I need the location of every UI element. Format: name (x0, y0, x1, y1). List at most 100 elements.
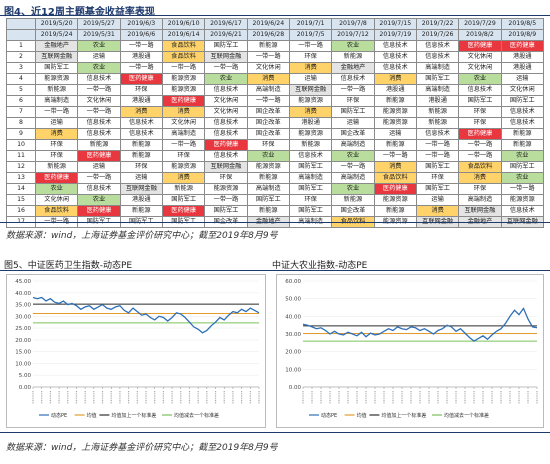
theme-cell: 国企改革 (246, 117, 290, 129)
theme-cell: 新能源 (500, 128, 545, 140)
header-date: 2019/6/10 (161, 18, 206, 30)
theme-cell: 能源资源 (204, 183, 248, 195)
table-row: 12 新能源 运输 环保 能源资源 互联网金融 能源资源 国防军工 一带一路 消费 国防军工 食品饮料… (6, 161, 545, 173)
rank-cell: 6 (6, 95, 36, 107)
theme-cell: 国防军工 (415, 161, 460, 173)
theme-cell: 医药健康 (373, 183, 417, 195)
rank-cell: 14 (6, 183, 36, 195)
legend-label: 均值减去一个标准差 (174, 412, 219, 419)
table-row: 4 能源资源 信息技术 医药健康 能源资源 农业 消费 运输 信息技术 消费 国防军工 农业 运输 (6, 73, 545, 85)
header-date: 2019/6/17 (204, 18, 248, 30)
theme-cell: 文化休闲 (458, 62, 502, 74)
table-row: 9 消费 信息技术 信息技术 高端制造 信息技术 国企改革 能源资源 国企改革 运输 信息技术 医药健… (6, 128, 545, 140)
theme-cell: 一带一路 (288, 40, 333, 52)
theme-cell: 农业 (246, 150, 290, 162)
theme-cell: 国防军工 (288, 161, 333, 173)
y-tick-label: 15.00 (15, 350, 31, 356)
theme-cell: 环保 (34, 150, 79, 162)
theme-cell: 新能源 (373, 205, 417, 217)
theme-cell: 农业 (500, 150, 545, 162)
theme-cell: 高端制造 (34, 95, 79, 107)
theme-cell: 能源资源 (161, 73, 206, 85)
theme-cell: 能源资源 (161, 84, 206, 96)
rank-cell: 16 (6, 205, 36, 217)
theme-cell: 农业 (331, 40, 375, 52)
theme-cell: 消费 (161, 106, 206, 118)
y-tick-label: 10.00 (285, 367, 301, 373)
header-date: 2019/8/5 (500, 18, 545, 30)
theme-cell: 消费 (373, 73, 417, 85)
theme-cell: 一带一路 (458, 139, 502, 151)
legend-label: 均值加上一个标准差 (111, 412, 156, 419)
theme-cell: 港股通 (500, 62, 545, 74)
header-date: 2019/5/24 (34, 29, 79, 41)
table-row: 11 环保 医药健康 新能源 环保 信息技术 农业 信息技术 农业 一带一路 一带一路 一带一路 农业 (6, 150, 545, 162)
theme-cell: 能源资源 (500, 194, 545, 206)
rank-cell: 3 (6, 62, 36, 74)
theme-cell: 文化休闲 (458, 51, 502, 63)
theme-cell: 一带一路 (161, 139, 206, 151)
y-tick-label: 40.00 (285, 314, 301, 320)
theme-cell: 农业 (331, 150, 375, 162)
theme-cell: 高端制造 (246, 84, 290, 96)
theme-cell: 能源资源 (161, 161, 206, 173)
y-tick-label: 0.00 (19, 385, 32, 391)
theme-cell: 信息技术 (204, 117, 248, 129)
theme-cell: 环保 (331, 95, 375, 107)
legend-label: 均值 (87, 412, 97, 419)
theme-cell: 信息技术 (77, 117, 121, 129)
theme-cell: 环保 (288, 194, 333, 206)
theme-cell: 国防军工 (500, 95, 545, 107)
theme-cell: 消费 (119, 106, 163, 118)
header-corner (6, 18, 36, 30)
theme-cell: 文化休闲 (34, 194, 79, 206)
theme-cell: 信息技术 (77, 128, 121, 140)
theme-cell: 运输 (331, 117, 375, 129)
theme-cell: 文化休闲 (500, 84, 545, 96)
theme-cell: 信息技术 (500, 106, 545, 118)
theme-cell: 医药健康 (204, 139, 248, 151)
theme-cell: 国防军工 (161, 194, 206, 206)
table-row: 2 互联网金融 运输 港股通 食品饮料 互联网金融 一带一路 环保 新能源 信息技术 信息技术 文化休… (6, 51, 545, 63)
rank-cell: 9 (6, 128, 36, 140)
theme-cell: 新能源 (415, 117, 460, 129)
theme-cell: 能源资源 (246, 161, 290, 173)
legend-label: 动态PE (51, 412, 67, 419)
header-row-start: 2019/5/20 2019/5/27 2019/6/3 2019/6/10 2019/… (6, 18, 545, 30)
theme-cell: 食品饮料 (161, 51, 206, 63)
theme-cell: 医药健康 (458, 128, 502, 140)
y-tick-label: 20.00 (15, 338, 31, 344)
theme-cell: 新能源 (331, 51, 375, 63)
theme-cell: 一带一路 (77, 172, 121, 184)
theme-cell: 信息技术 (204, 150, 248, 162)
header-date: 2019/7/1 (288, 18, 333, 30)
theme-cell: 运输 (119, 172, 163, 184)
theme-cell: 高端制造 (415, 62, 460, 74)
theme-cell: 农业 (500, 172, 545, 184)
theme-cell: 医药健康 (119, 73, 163, 85)
theme-cell: 信息技术 (288, 150, 333, 162)
theme-cell: 农业 (77, 40, 121, 52)
theme-cell: 新能源 (288, 139, 333, 151)
theme-cell: 食品饮料 (458, 161, 502, 173)
theme-cell: 国防军工 (34, 62, 79, 74)
theme-cell: 高端制造 (246, 183, 290, 195)
table-row: 16 食品饮料 医药健康 新能源 医药健康 国防军工 新能源 国防军工 国企改革 新能源 消费 互联网… (6, 205, 545, 217)
theme-cell: 环保 (458, 117, 502, 129)
legend-label: 均值减去一个标准差 (444, 412, 489, 419)
theme-cell: 一带一路 (415, 139, 460, 151)
table-row: 7 一带一路 一带一路 消费 消费 文化休闲 国企改革 消费 国防军工 能源资源 新能源 环保 信息技术 (6, 106, 545, 118)
rank-cell: 2 (6, 51, 36, 63)
theme-cell: 互联网金融 (119, 183, 163, 195)
y-tick-label: 30.00 (285, 332, 301, 338)
y-tick-label: 25.00 (15, 326, 31, 332)
rank-cell: 10 (6, 139, 36, 151)
theme-cell: 一带一路 (119, 62, 163, 74)
theme-cell: 信息技术 (373, 40, 417, 52)
theme-cell: 一带一路 (458, 150, 502, 162)
theme-cell: 港股通 (415, 95, 460, 107)
theme-cell: 信息技术 (500, 205, 545, 217)
theme-cell: 国防军工 (331, 106, 375, 118)
header-date: 2019/6/24 (246, 18, 290, 30)
theme-cell: 一带一路 (204, 194, 248, 206)
